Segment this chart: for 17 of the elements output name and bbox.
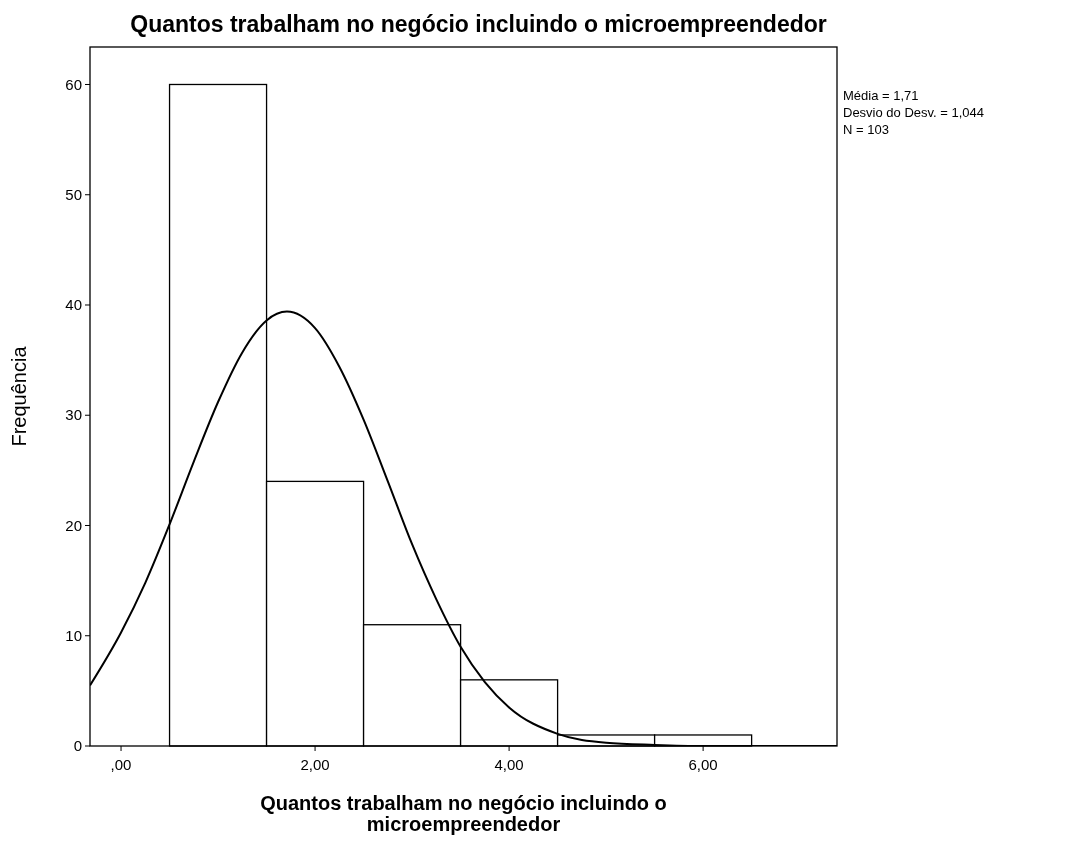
- x-tick-label: 4,00: [494, 756, 524, 773]
- chart-title: Quantos trabalham no negócio incluindo o microempreendedor: [130, 11, 827, 37]
- text: Desvio do Desv. = 1,044: [843, 105, 985, 120]
- y-tick-label: 40: [65, 296, 82, 314]
- x-tick-label: 2,00: [300, 756, 330, 773]
- y-tick-label: 30: [65, 406, 82, 424]
- y-axis-title: Frequência: [8, 345, 30, 447]
- text: Média = 1,71: [843, 88, 919, 103]
- text: N = 103: [843, 122, 889, 137]
- x-tick-label: ,00: [110, 756, 132, 773]
- y-tick-label: 50: [65, 185, 82, 203]
- x-axis-title: Quantos trabalham no negócio incluindo o microempreendedor: [260, 792, 667, 835]
- y-tick-label: 20: [65, 516, 82, 534]
- y-tick-label: 0: [73, 737, 82, 755]
- y-tick-label: 10: [65, 627, 82, 644]
- x-tick-label: 6,00: [688, 756, 718, 773]
- y-tick-label: 60: [65, 75, 82, 93]
